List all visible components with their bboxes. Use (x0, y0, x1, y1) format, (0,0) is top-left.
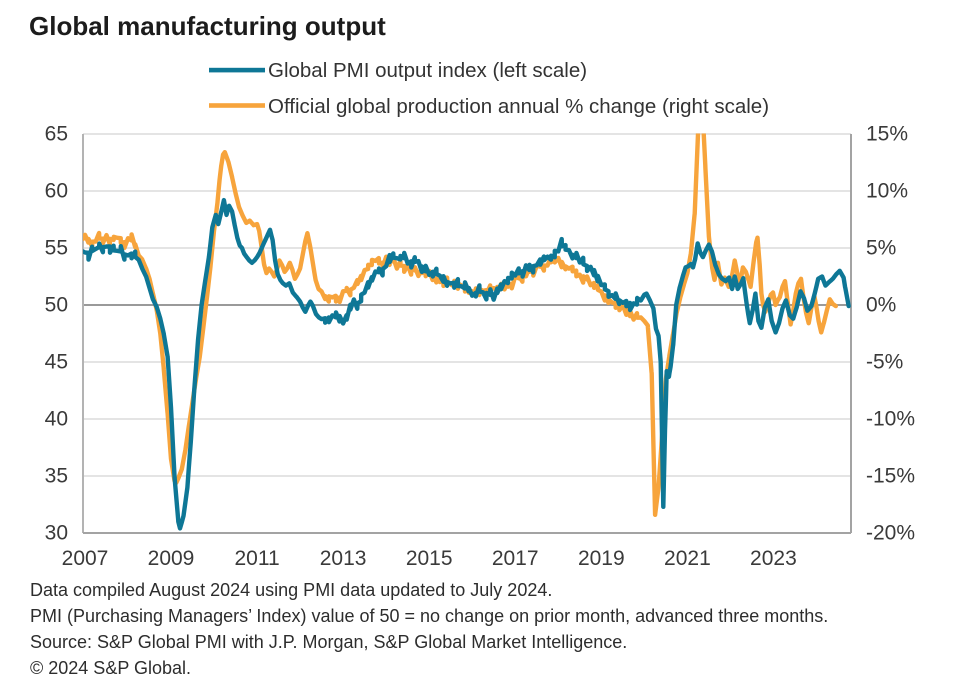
svg-text:40: 40 (45, 408, 68, 431)
svg-text:2011: 2011 (235, 547, 280, 570)
svg-text:30: 30 (45, 522, 68, 545)
svg-text:5%: 5% (866, 237, 896, 260)
svg-text:50: 50 (45, 294, 68, 317)
svg-text:2017: 2017 (492, 547, 539, 570)
svg-text:55: 55 (45, 237, 68, 260)
svg-text:45: 45 (45, 351, 68, 374)
svg-text:2019: 2019 (578, 547, 625, 570)
svg-text:0%: 0% (866, 294, 896, 317)
svg-text:2015: 2015 (406, 547, 453, 570)
svg-text:2013: 2013 (320, 547, 367, 570)
svg-text:Global PMI output index (left: Global PMI output index (left scale) (268, 59, 587, 82)
svg-text:10%: 10% (866, 180, 908, 203)
svg-text:-20%: -20% (866, 522, 915, 545)
svg-text:2023: 2023 (750, 547, 797, 570)
svg-text:65: 65 (45, 123, 68, 146)
svg-text:2021: 2021 (664, 547, 711, 570)
svg-text:-10%: -10% (866, 408, 915, 431)
svg-text:-5%: -5% (866, 351, 903, 374)
svg-text:2007: 2007 (62, 547, 109, 570)
svg-text:2009: 2009 (148, 547, 195, 570)
svg-text:-15%: -15% (866, 465, 915, 488)
svg-text:Official global production ann: Official global production annual % chan… (268, 95, 769, 118)
svg-text:15%: 15% (866, 123, 908, 146)
svg-text:35: 35 (45, 465, 68, 488)
svg-text:60: 60 (45, 180, 68, 203)
